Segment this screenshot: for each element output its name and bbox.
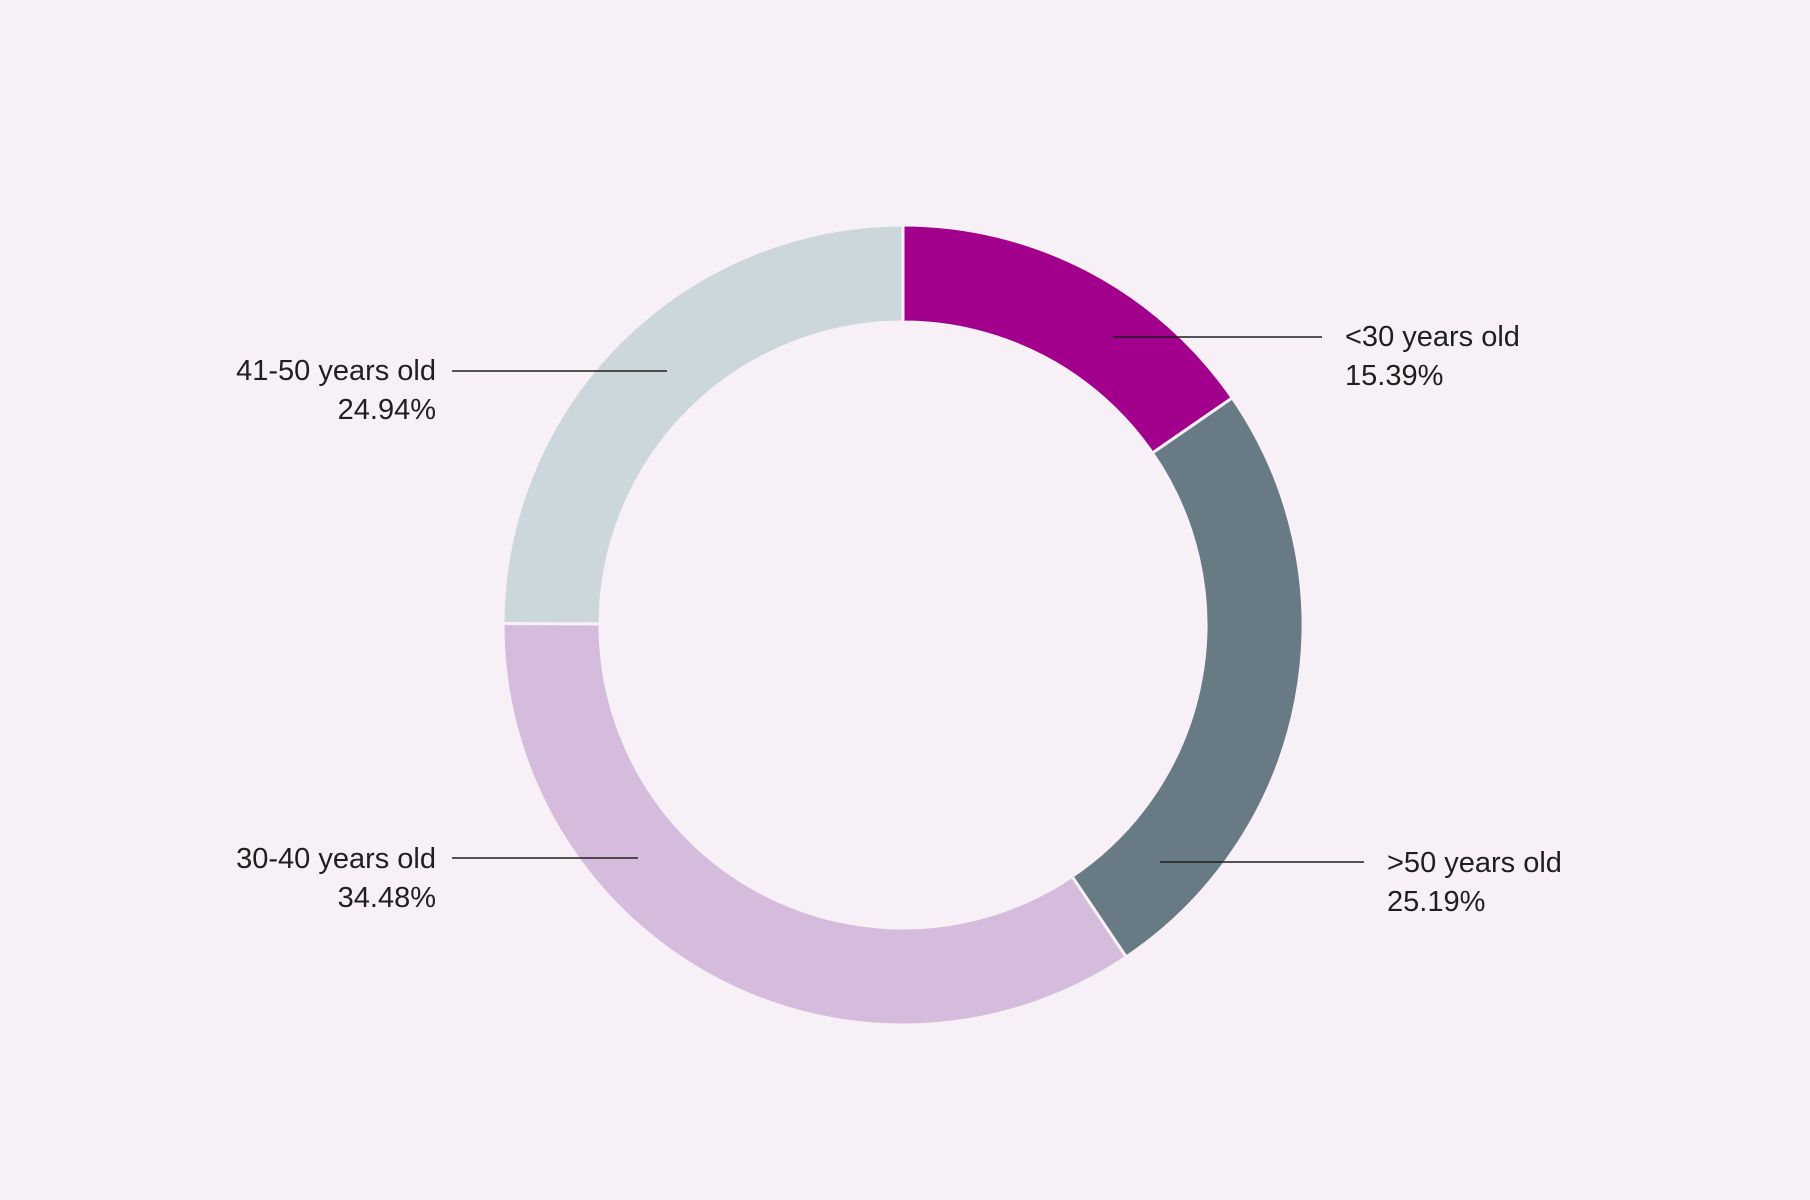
slice-label-3: 30-40 years old — [236, 843, 436, 875]
slice-label-2: >50 years old — [1387, 847, 1562, 879]
slice-value-label-2: 25.19% — [1387, 886, 1485, 918]
slice-value-label-3: 34.48% — [338, 882, 436, 914]
slice-value-label-4: 24.94% — [338, 394, 436, 426]
donut-slice-2 — [1069, 395, 1305, 960]
donut-slices — [501, 223, 1305, 1027]
donut-labels: <30 years old 15.39% >50 years old 25.19% 30… — [236, 321, 1562, 918]
slice-value-label-1: 15.39% — [1345, 360, 1443, 392]
donut-slice-3 — [501, 621, 1129, 1027]
donut-slice-4 — [501, 223, 905, 626]
slice-label-1: <30 years old — [1345, 321, 1520, 353]
slice-label-4: 41-50 years old — [236, 355, 436, 387]
donut-slice-1 — [901, 223, 1235, 456]
